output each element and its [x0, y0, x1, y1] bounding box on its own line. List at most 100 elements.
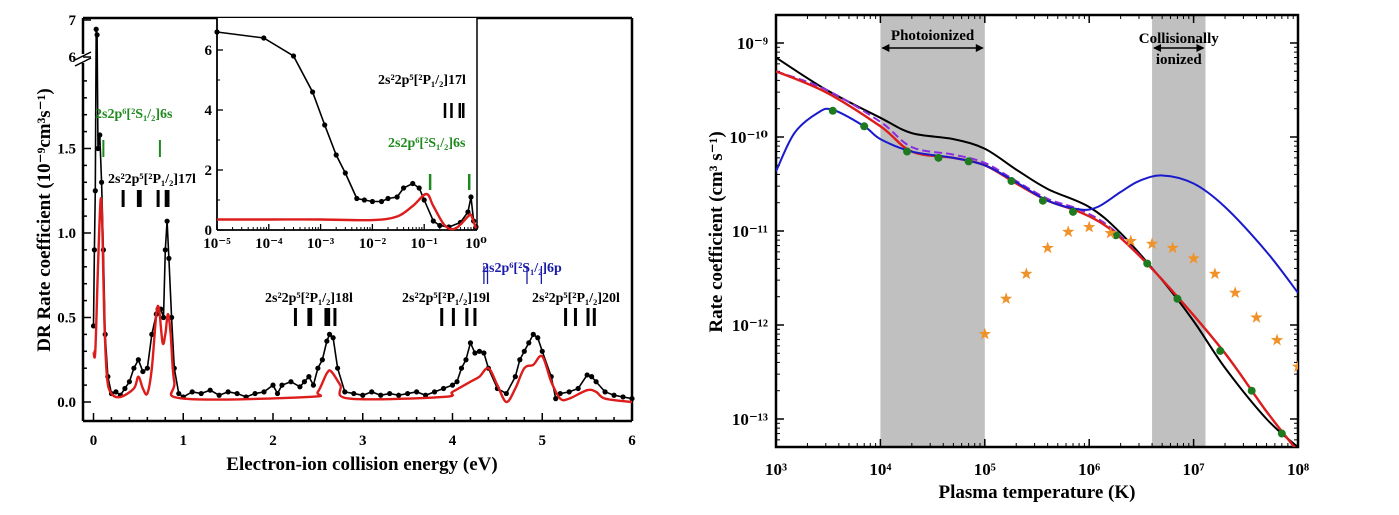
experiment-point [566, 389, 572, 395]
experiment-point [122, 385, 128, 392]
inset-experiment-point [290, 53, 297, 59]
star-marker [1145, 237, 1159, 250]
circle-marker [1173, 294, 1182, 303]
experiment-point [360, 392, 366, 398]
level-label: 2s²2p⁵[²P₁/₂]17l [108, 172, 196, 187]
experiment-point [315, 365, 321, 371]
series-curve-0 [776, 56, 1298, 447]
experiment-point [396, 392, 402, 398]
experiment-point [93, 26, 99, 32]
circle-marker [1247, 386, 1256, 395]
series-group [776, 56, 1298, 447]
experiment-point [378, 392, 384, 398]
circle-marker [1038, 196, 1047, 205]
x-tick-label: 10⁸ [1287, 460, 1309, 479]
experiment-point [225, 389, 231, 395]
experiment-point [189, 389, 195, 395]
experiment-point [274, 390, 281, 397]
experiment-point [611, 392, 617, 398]
inset-experiment-point [416, 185, 422, 191]
experiment-point [476, 348, 483, 354]
y-tick-label: 0.0 [57, 395, 76, 411]
experiment-point [422, 392, 429, 398]
experiment-point [270, 382, 276, 388]
experiment-point [530, 331, 536, 337]
inset-y-tick-label: 6 [205, 43, 213, 59]
x-tick-label: 4 [449, 433, 457, 449]
experiment-point [279, 382, 285, 388]
experiment-point [176, 390, 182, 397]
experiment-point [557, 390, 563, 397]
experiment-point [131, 365, 137, 371]
experiment-point [414, 389, 420, 395]
inset-x-tick-label: 10⁻³ [307, 236, 335, 252]
x-tick-label: 0 [90, 433, 98, 449]
experiment-point [310, 382, 316, 388]
inset-x-tick-label: 10⁻⁴ [255, 236, 283, 252]
left-y-axis-title: DR Rate coefficient (10⁻⁹cm³s⁻¹) [34, 88, 55, 351]
experiment-point [306, 374, 312, 380]
experiment-point [90, 323, 97, 329]
x-tick-label: 10³ [765, 460, 787, 479]
experiment-point [160, 314, 167, 321]
inset-x-tick-label: 10⁻¹ [410, 236, 437, 252]
experiment-point [351, 390, 357, 397]
experiment-point [324, 338, 330, 344]
circle-marker [828, 106, 837, 115]
star-marker [1270, 333, 1284, 346]
circle-marker [903, 147, 912, 156]
inset-experiment-point [354, 195, 360, 202]
level-label: 2s²2p⁵[²P₁/₂]20l [532, 291, 620, 306]
experiment-point [431, 389, 438, 395]
y-tick-label: 1.0 [57, 226, 76, 242]
inset-experiment-point [261, 35, 267, 41]
rate-coefficient-chart: Photoionized Collisionally ionized 10³ 10⁴ 10… [729, 13, 1309, 479]
experiment-point [467, 340, 474, 346]
experiment-point [620, 394, 626, 400]
experiment-point [113, 389, 119, 395]
theory-curve [92, 197, 633, 404]
experiment-point [405, 390, 411, 397]
x-tick-label: 5 [539, 433, 547, 449]
axis-break-mark [74, 57, 92, 67]
star-marker [1166, 241, 1179, 254]
experiment-point [458, 365, 465, 371]
x-tick-label: 2 [269, 433, 277, 449]
inset-y-tick-label: 4 [205, 103, 213, 119]
inset-experiment-point [322, 122, 328, 128]
experiment-point [503, 390, 509, 397]
experiment-point [387, 390, 393, 397]
experiment-point [98, 179, 105, 185]
level-label: 2s²2p⁵[²P₁/₂]18l [265, 291, 353, 306]
experiment-point [261, 389, 267, 395]
series-curve-3 [776, 107, 1298, 294]
experiment-point [301, 379, 308, 385]
experiment-point [440, 385, 447, 392]
inset-level-label: 2s2p⁶[²S₁/₂]6s [388, 136, 466, 151]
x-tick-label: 10⁶ [1078, 460, 1100, 479]
experiment-point [539, 348, 545, 354]
x-tick-label: 6 [628, 433, 636, 449]
experiment-point [164, 218, 170, 224]
inset-level-label: 2s²2p⁵[²P₁/₂]17l [378, 73, 466, 88]
circle-marker [934, 153, 943, 162]
inset-experiment-point [309, 89, 316, 95]
x-tick-label: 1 [180, 433, 188, 449]
circle-marker [1007, 177, 1016, 186]
region-label-collisionally: Collisionally [1139, 31, 1220, 47]
star-marker [1062, 225, 1075, 238]
dr-spectrum-chart: 0 1 2 3 4 5 6 0.0 0.5 1.0 1.5 6 7 2s2p⁶[²S₁/₂]6s 2s²2p… [57, 13, 636, 449]
shaded-region [1152, 15, 1206, 447]
right-y-axis-title: Rate coefficient (cm³ s⁻¹) [706, 131, 727, 332]
experiment-point [94, 32, 100, 38]
shaded-region [880, 15, 985, 447]
experiment-point [140, 368, 146, 375]
experiment-point [472, 350, 478, 356]
experiment-point [481, 350, 487, 356]
inset-x-tick-label: 10⁻² [359, 236, 387, 252]
y-tick-label: 10⁻¹³ [732, 410, 768, 429]
experiment-point [297, 384, 303, 390]
inset-log-chart: 10⁻⁵ 10⁻⁴ 10⁻³ 10⁻² 10⁻¹ 10⁰ 0 2 4 6 2s²2p⁵[²P₁/₂]… [203, 18, 487, 252]
star-marker [1041, 241, 1054, 254]
